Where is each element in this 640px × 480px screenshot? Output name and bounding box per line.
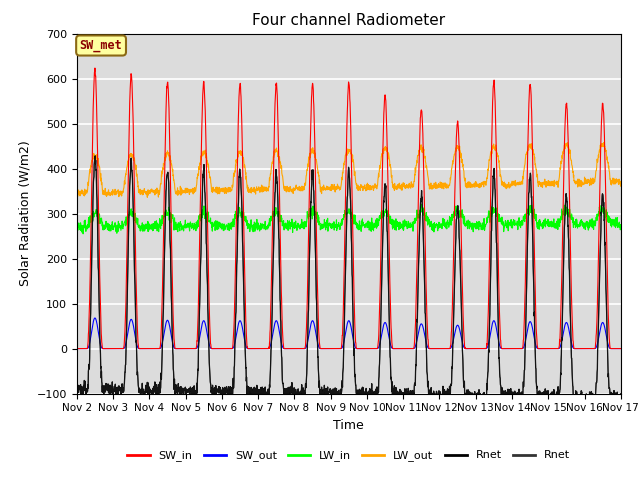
Rnet — [225, 394, 232, 399]
LW_in — [569, 215, 577, 220]
Line: LW_in: LW_in — [77, 204, 621, 234]
Line: Rnet: Rnet — [77, 156, 621, 398]
LW_in — [79, 231, 87, 237]
Rnet — [377, 328, 385, 334]
LW_in — [225, 226, 232, 231]
SW_out — [73, 346, 81, 351]
Rnet — [365, 390, 372, 396]
SW_in — [365, 346, 372, 351]
LW_out — [507, 184, 515, 190]
Rnet — [569, 384, 577, 390]
LW_out — [73, 193, 81, 199]
Rnet — [507, 394, 515, 399]
Rnet — [244, 395, 252, 401]
Rnet — [617, 391, 625, 397]
LW_out — [376, 162, 384, 168]
SW_in — [91, 65, 99, 71]
LW_in — [617, 222, 625, 228]
SW_in — [617, 346, 625, 351]
Y-axis label: Solar Radiation (W/m2): Solar Radiation (W/m2) — [18, 141, 31, 287]
SW_in — [584, 346, 591, 351]
Rnet — [73, 387, 81, 393]
SW_in — [569, 329, 577, 335]
SW_in — [507, 346, 515, 351]
SW_out — [225, 346, 232, 351]
LW_out — [365, 185, 372, 191]
LW_in — [365, 225, 372, 230]
LW_out — [143, 194, 151, 200]
SW_in — [73, 346, 81, 351]
LW_out — [600, 140, 607, 145]
Rnet — [365, 390, 372, 396]
Rnet — [569, 384, 577, 390]
LW_out — [225, 184, 232, 190]
SW_out — [376, 339, 384, 345]
X-axis label: Time: Time — [333, 419, 364, 432]
SW_out — [569, 344, 577, 350]
SW_out — [507, 346, 515, 351]
Line: LW_out: LW_out — [77, 143, 621, 197]
Rnet — [244, 395, 252, 401]
Rnet — [92, 153, 99, 159]
SW_in — [225, 346, 232, 351]
Legend: SW_in, SW_out, LW_in, LW_out, Rnet, Rnet: SW_in, SW_out, LW_in, LW_out, Rnet, Rnet — [123, 446, 575, 466]
LW_out — [569, 168, 577, 173]
SW_out — [365, 346, 372, 351]
LW_out — [617, 183, 625, 189]
Rnet — [584, 395, 592, 401]
Rnet — [225, 394, 232, 399]
SW_out — [584, 346, 591, 351]
Line: SW_in: SW_in — [77, 68, 621, 348]
SW_out — [617, 346, 625, 351]
SW_in — [376, 280, 384, 286]
LW_in — [507, 223, 515, 229]
LW_in — [418, 202, 426, 207]
Line: Rnet: Rnet — [77, 156, 621, 398]
LW_out — [584, 177, 591, 183]
LW_in — [73, 228, 81, 234]
Line: SW_out: SW_out — [77, 318, 621, 348]
Rnet — [584, 395, 592, 401]
Text: SW_met: SW_met — [80, 39, 122, 52]
Rnet — [507, 394, 515, 399]
SW_out — [91, 315, 99, 321]
Rnet — [377, 328, 385, 334]
Title: Four channel Radiometer: Four channel Radiometer — [252, 13, 445, 28]
LW_in — [584, 220, 592, 226]
Rnet — [617, 391, 625, 397]
Rnet — [92, 153, 99, 159]
Rnet — [73, 387, 81, 393]
LW_in — [376, 213, 384, 218]
